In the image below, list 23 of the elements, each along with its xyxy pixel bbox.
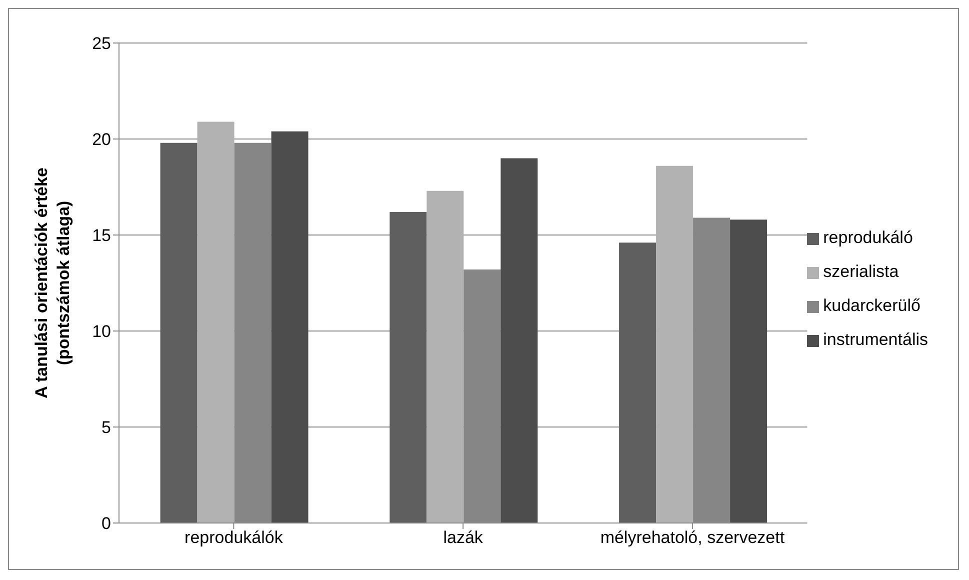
bar	[390, 212, 427, 523]
legend-label: szerialista	[823, 262, 899, 281]
legend-label: kudarckerülő	[823, 296, 920, 315]
y-tick-label: 0	[102, 514, 111, 534]
bar	[619, 242, 656, 523]
y-tick-label: 15	[92, 226, 111, 246]
legend-label: reprodukáló	[823, 228, 913, 247]
y-tick-label: 5	[102, 418, 111, 438]
y-axis-title: A tanulási orientációk értéke (pontszámok átlaga)	[32, 168, 73, 398]
y-tick-label: 25	[92, 34, 111, 54]
bar	[160, 142, 198, 523]
x-tick-label: lazák	[443, 528, 484, 548]
bar	[656, 166, 694, 523]
bar	[197, 122, 234, 523]
bar	[730, 220, 768, 523]
bar	[426, 190, 464, 523]
x-tick-label: mélyrehatoló, szervezett	[600, 528, 785, 548]
bar	[271, 131, 308, 523]
x-tick-label: reprodukálók	[184, 528, 284, 548]
y-tick-label: 10	[92, 322, 111, 342]
bar	[500, 158, 538, 523]
legend-label: instrumentális	[823, 330, 928, 349]
y-tick-label: 20	[92, 130, 111, 150]
